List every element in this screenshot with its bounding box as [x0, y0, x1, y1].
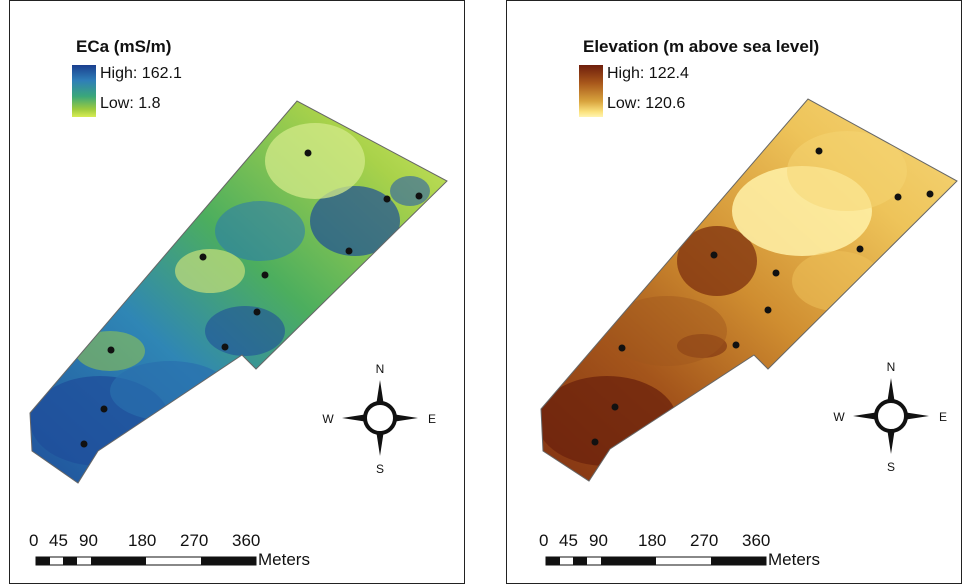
sample-point: [222, 344, 229, 351]
scale-bar: [36, 557, 256, 565]
legend-high-label: High: 122.4: [607, 65, 689, 83]
sample-point: [346, 248, 353, 255]
elevation-map: N S E W: [507, 1, 962, 584]
compass-south: S: [376, 462, 384, 476]
legend-low-label: Low: 120.6: [607, 95, 685, 113]
sample-point: [592, 439, 599, 446]
sample-point: [857, 246, 864, 253]
compass-east: E: [428, 412, 436, 426]
sample-point: [101, 406, 108, 413]
eca-surface: [10, 81, 465, 501]
scale-tick-label: 45: [559, 531, 578, 551]
scale-tick-label: 0: [29, 531, 38, 551]
scale-unit-label: Meters: [258, 550, 310, 570]
scale-unit-label: Meters: [768, 550, 820, 570]
scale-tick-label: 90: [79, 531, 98, 551]
sample-point: [108, 347, 115, 354]
sample-point: [384, 196, 391, 203]
legend-low-label: Low: 1.8: [100, 95, 160, 113]
compass-rose: N S E W: [833, 360, 947, 474]
elevation-map-panel: N S E W Elevation (m above sea level) Hi…: [506, 0, 962, 584]
sample-point: [765, 307, 772, 314]
compass-west: W: [833, 410, 845, 424]
compass-south: S: [887, 460, 895, 474]
legend-color-ramp: [72, 65, 96, 117]
sample-point: [305, 150, 312, 157]
elevation-surface: [507, 81, 962, 501]
scale-tick-label: 45: [49, 531, 68, 551]
sample-point: [927, 191, 934, 198]
compass-west: W: [322, 412, 334, 426]
compass-rose: N S E W: [322, 362, 436, 476]
sample-point: [733, 342, 740, 349]
sample-point: [816, 148, 823, 155]
compass-north: N: [376, 362, 385, 376]
eca-map-panel: N S E W ECa (mS/m) High: 162.1 Low: 1.8 …: [9, 0, 465, 584]
compass-north: N: [887, 360, 896, 374]
legend-title: ECa (mS/m): [76, 37, 171, 57]
scale-tick-label: 0: [539, 531, 548, 551]
sample-point: [254, 309, 261, 316]
sample-point: [711, 252, 718, 259]
sample-point: [416, 193, 423, 200]
sample-point: [262, 272, 269, 279]
legend-high-label: High: 162.1: [100, 65, 182, 83]
legend-title: Elevation (m above sea level): [583, 37, 819, 57]
sample-point: [619, 345, 626, 352]
scale-tick-label: 90: [589, 531, 608, 551]
scale-tick-label: 270: [180, 531, 208, 551]
scale-tick-label: 270: [690, 531, 718, 551]
scale-tick-label: 360: [232, 531, 260, 551]
sample-point: [895, 194, 902, 201]
sample-point: [612, 404, 619, 411]
legend-color-ramp: [579, 65, 603, 117]
scale-tick-label: 180: [638, 531, 666, 551]
scale-tick-label: 360: [742, 531, 770, 551]
compass-east: E: [939, 410, 947, 424]
sample-point: [81, 441, 88, 448]
scale-tick-label: 180: [128, 531, 156, 551]
scale-bar: [546, 557, 766, 565]
sample-point: [773, 270, 780, 277]
sample-point: [200, 254, 207, 261]
